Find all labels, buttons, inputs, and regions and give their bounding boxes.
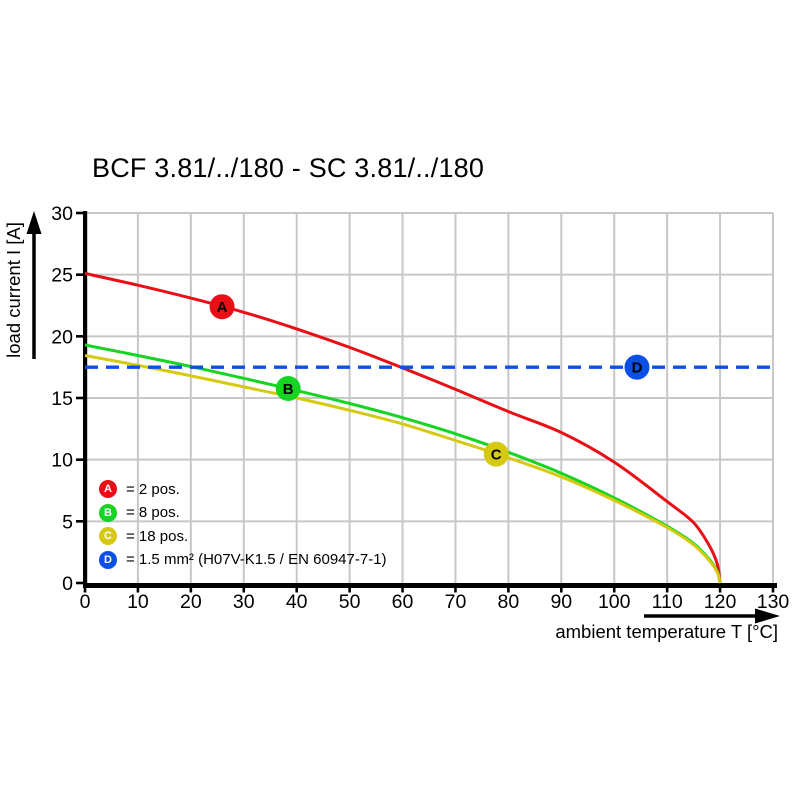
x-tick-label: 30 [233,591,255,613]
x-tick-label: 120 [704,591,737,613]
legend-letter: B [104,506,112,519]
legend-label-c: = 18 pos. [126,527,189,545]
curve-marker-letter: B [283,381,294,398]
x-tick-label: 90 [550,591,572,613]
x-tick-label: 110 [652,591,683,613]
y-tick-label: 15 [51,388,73,410]
legend-label-b: = 8 pos. [126,504,180,521]
x-axis-line [83,583,777,588]
x-tick-label: 50 [339,591,361,613]
x-tick-label: 100 [598,591,631,613]
legend-item-a: A = 2 pos. [99,480,387,498]
legend-letter: A [104,483,112,495]
chart-title: BCF 3.81/../180 - SC 3.81/../180 [92,153,485,183]
curve-marker-letter: A [217,299,228,316]
y-tick-label: 25 [51,265,73,287]
legend-label-a: = 2 pos. [126,480,180,498]
y-tick-label: 0 [62,573,73,595]
x-tick-label: 60 [392,591,414,613]
curve-markers: A B C D [209,294,650,467]
legend-item-d: D = 1.5 mm² (H07V-K1.5 / EN 60947-7-1) [99,550,387,569]
x-axis-label: ambient temperature T [°C] [555,621,778,642]
y-tick-label: 5 [62,511,73,533]
y-axis-label: load current I [A] [3,222,24,358]
legend-item-b: B = 8 pos. [99,503,387,522]
legend-marker-a-icon: A [99,480,117,498]
legend-marker-d-icon: D [99,550,117,569]
curve-marker-c: C [483,441,509,467]
axis-ticks-and-labels: 0 10 20 30 40 50 60 70 80 90 100 110 120 130 0 5 10 15 20 2… [51,203,789,613]
curve-marker-circle [209,294,235,320]
series-curve-c [84,354,722,584]
x-tick-label: 20 [180,591,202,613]
x-tick-label: 0 [80,591,91,613]
curve-marker-circle [275,376,301,402]
x-tick-label: 40 [286,591,308,613]
axes [83,211,777,588]
y-tick-label: 20 [51,326,73,348]
legend-label-d: = 1.5 mm² (H07V-K1.5 / EN 60947-7-1) [126,551,387,568]
curve-marker-circle [624,354,650,380]
curve-marker-b: B [275,376,301,402]
y-axis-arrow-icon [26,211,42,359]
y-tick-label: 10 [51,450,73,472]
curve-marker-d: D [624,354,650,380]
legend-item-c: C = 18 pos. [99,527,387,545]
legend: A = 2 pos. B = 8 pos. C = 18 pos. D = 1.… [99,480,387,569]
legend-marker-c-icon: C [99,527,117,545]
legend-letter: D [104,553,112,566]
x-tick-label: 10 [127,591,149,613]
x-tick-label: 70 [445,591,467,613]
x-axis-arrow-icon [644,608,780,624]
grid-lines [85,212,774,583]
curve-marker-letter: D [632,359,643,376]
x-tick-label: 80 [498,591,520,613]
y-axis-line [83,211,88,588]
legend-marker-b-icon: B [99,503,117,522]
curve-marker-letter: C [491,446,502,463]
x-tick-label: 130 [757,591,790,613]
curve-marker-a: A [209,294,235,320]
legend-letter: C [104,530,112,542]
curve-marker-circle [483,441,509,467]
y-tick-label: 30 [51,203,73,225]
